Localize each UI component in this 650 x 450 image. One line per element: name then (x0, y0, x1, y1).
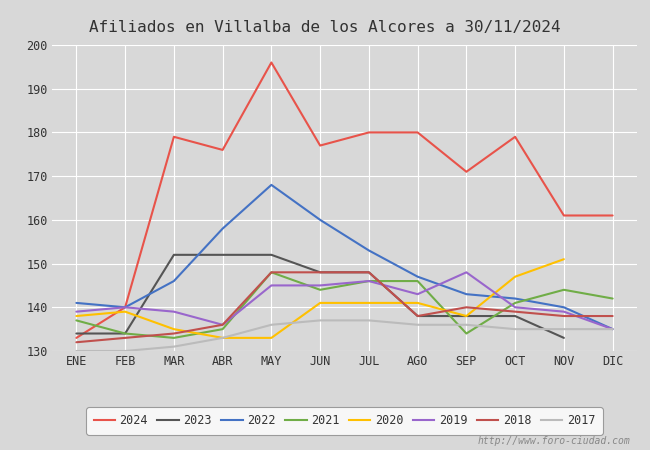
Text: Afiliados en Villalba de los Alcores a 30/11/2024: Afiliados en Villalba de los Alcores a 3… (89, 20, 561, 35)
Text: http://www.foro-ciudad.com: http://www.foro-ciudad.com (478, 436, 630, 446)
Legend: 2024, 2023, 2022, 2021, 2020, 2019, 2018, 2017: 2024, 2023, 2022, 2021, 2020, 2019, 2018… (86, 407, 603, 435)
